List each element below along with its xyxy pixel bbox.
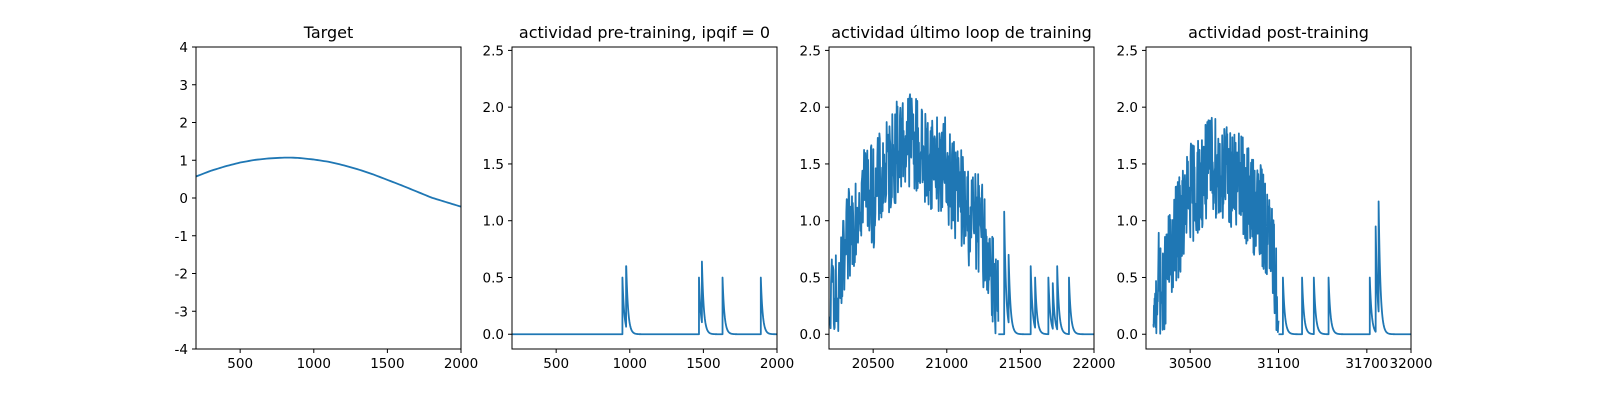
x-tick-label: 31700: [1345, 356, 1388, 372]
y-tick-label: 1: [179, 153, 188, 169]
y-tick-label: -3: [175, 304, 188, 320]
x-tick-label: 30500: [1169, 356, 1212, 372]
series-line-1: [997, 210, 1094, 336]
y-tick-label: 3: [179, 78, 188, 94]
y-tick-label: 1.0: [1117, 214, 1138, 230]
axes-frame: [828, 46, 1095, 350]
y-tick-label: 2.5: [1117, 43, 1138, 59]
y-tick-label: 2.0: [483, 100, 504, 116]
series-line-0: [1152, 116, 1280, 335]
axes-frame: [511, 46, 778, 350]
y-tick-label: 0.5: [800, 270, 821, 286]
y-tick-label: -4: [175, 342, 188, 358]
chart-title: Target: [303, 23, 354, 42]
x-tick-label: 2000: [444, 356, 478, 372]
series-line-0: [196, 156, 461, 208]
series-line-1: [1277, 200, 1411, 336]
chart-title: actividad post-training: [1188, 23, 1369, 42]
y-tick-label: 0.5: [483, 270, 504, 286]
chart-title: actividad pre-training, ipqif = 0: [519, 23, 770, 42]
y-tick-label: 2: [179, 116, 188, 132]
y-tick-label: 0.0: [483, 327, 504, 343]
subplot-last-training-loop: actividad último loop de training 20500 21…: [800, 23, 1116, 372]
y-tick-label: 2.0: [1117, 100, 1138, 116]
y-tick-label: 1.0: [800, 214, 821, 230]
x-tick-label: 2000: [760, 356, 794, 372]
x-tick-label: 500: [227, 356, 253, 372]
x-tick-label: 1000: [297, 356, 331, 372]
y-tick-label: 2.5: [800, 43, 821, 59]
y-tick-label: 0.0: [800, 327, 821, 343]
x-tick-label: 31100: [1257, 356, 1300, 372]
y-tick-label: 2.0: [800, 100, 821, 116]
x-tick-label: 21500: [999, 356, 1042, 372]
plot-area: [1152, 116, 1411, 336]
x-tick-label: 32000: [1390, 356, 1433, 372]
series-line-0: [512, 260, 777, 336]
x-tick-label: 500: [543, 356, 569, 372]
y-tick-label: 0.0: [1117, 327, 1138, 343]
y-tick-label: 1.0: [483, 214, 504, 230]
y-tick-label: 1.5: [800, 157, 821, 173]
y-tick-label: -1: [175, 229, 188, 245]
chart-title: actividad último loop de training: [831, 23, 1092, 42]
series-line-0: [829, 93, 1000, 335]
y-tick-label: 0: [179, 191, 188, 207]
plot-area: [829, 93, 1094, 336]
y-tick-label: -2: [175, 267, 188, 283]
subplot-target: Target 500 1000 1500 2000 -4 -3 -2 -1 0 1 2 3 4: [175, 23, 479, 372]
plot-area: [196, 156, 461, 208]
x-tick-label: 21000: [925, 356, 968, 372]
x-tick-label: 22000: [1073, 356, 1116, 372]
subplot-pre-training: actividad pre-training, ipqif = 0 500 1000…: [483, 23, 795, 372]
y-tick-label: 1.5: [483, 157, 504, 173]
x-tick-label: 1500: [686, 356, 720, 372]
x-tick-label: 1500: [370, 356, 404, 372]
y-tick-label: 2.5: [483, 43, 504, 59]
x-tick-label: 1000: [613, 356, 647, 372]
y-tick-label: 1.5: [1117, 157, 1138, 173]
x-tick-label: 20500: [852, 356, 895, 372]
y-tick-label: 0.5: [1117, 270, 1138, 286]
y-tick-label: 4: [179, 40, 188, 56]
subplot-post-training: actividad post-training 30500 31100 31700 32…: [1117, 23, 1433, 372]
plot-area: [512, 260, 777, 336]
